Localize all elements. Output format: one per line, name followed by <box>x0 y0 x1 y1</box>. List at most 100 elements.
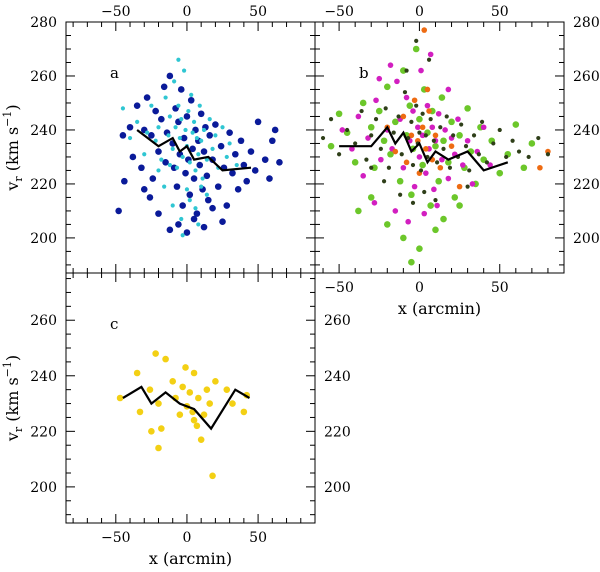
x-axis-label: x (arcmin) <box>398 299 481 318</box>
data-point <box>386 165 391 170</box>
data-point <box>471 133 477 138</box>
data-point <box>445 175 452 182</box>
data-point <box>510 138 515 143</box>
data-point <box>427 202 434 209</box>
data-point <box>442 127 448 133</box>
data-point <box>456 183 463 190</box>
x-tick-label: 0 <box>182 530 191 546</box>
x-tick-label: −50 <box>324 4 354 20</box>
data-point <box>193 206 198 211</box>
data-point <box>428 117 433 122</box>
data-point <box>432 226 439 234</box>
y-tick-label: 220 <box>30 177 57 193</box>
data-point <box>434 160 440 165</box>
data-point <box>424 102 431 109</box>
data-point <box>116 394 124 402</box>
data-point <box>177 135 182 141</box>
data-point <box>214 183 222 190</box>
data-point <box>247 148 255 155</box>
data-point <box>435 110 442 117</box>
data-point <box>223 202 231 209</box>
data-point <box>200 176 205 181</box>
data-point <box>373 117 379 122</box>
data-point <box>200 411 208 418</box>
data-point <box>545 152 551 157</box>
y-tick-label: 240 <box>573 123 600 139</box>
data-point <box>419 132 426 139</box>
data-point <box>180 134 188 142</box>
data-point <box>176 103 181 108</box>
data-point <box>204 192 209 197</box>
data-point <box>396 114 401 119</box>
data-point <box>336 152 342 157</box>
y-tick-label: 200 <box>573 231 600 247</box>
mean-velocity-line <box>136 129 252 172</box>
data-point <box>392 118 399 126</box>
data-point <box>149 175 157 182</box>
mean-velocity-line <box>339 125 509 172</box>
data-point <box>232 150 239 158</box>
y-tick-label: 280 <box>30 15 57 31</box>
data-point <box>423 170 429 176</box>
data-point <box>191 119 197 124</box>
data-point <box>156 168 161 173</box>
data-point <box>465 184 470 189</box>
data-point <box>536 135 541 141</box>
data-point <box>207 117 212 122</box>
data-point <box>129 153 137 161</box>
data-point <box>411 183 418 190</box>
data-point <box>170 203 175 208</box>
data-point <box>140 186 148 193</box>
data-point <box>491 141 496 146</box>
y-tick-label: 220 <box>324 424 351 440</box>
data-point <box>179 202 186 209</box>
data-point <box>445 159 452 166</box>
data-point <box>243 177 251 185</box>
data-point <box>447 165 453 170</box>
data-point <box>516 149 522 154</box>
data-point <box>180 233 185 238</box>
data-point <box>190 175 198 182</box>
mean-velocity-line <box>122 385 251 431</box>
x-tick-label: 0 <box>415 4 424 20</box>
data-point <box>193 210 201 217</box>
data-point <box>464 137 471 144</box>
y-tick-label: 200 <box>30 231 57 247</box>
y-tick-label: 260 <box>573 69 600 85</box>
data-point <box>409 119 414 124</box>
data-point <box>421 210 428 217</box>
data-point <box>155 444 162 452</box>
x-tick-label: 0 <box>182 4 191 20</box>
data-point <box>415 124 421 131</box>
data-point <box>187 96 195 104</box>
data-point <box>411 97 418 104</box>
orphan-y-tick-labels: 200 220 240 260 <box>324 313 351 496</box>
x-tick-label: 0 <box>415 280 424 296</box>
y-axis-label: vr (km s−1) <box>1 355 25 442</box>
data-point <box>412 45 420 53</box>
data-point <box>183 127 188 133</box>
data-point <box>364 157 369 162</box>
data-point <box>170 146 175 151</box>
y-tick-label: 260 <box>324 313 351 329</box>
data-point <box>410 162 416 168</box>
data-point <box>365 135 371 141</box>
data-point <box>520 164 528 172</box>
data-point <box>181 68 187 73</box>
data-point <box>371 200 378 206</box>
data-point <box>367 194 375 201</box>
data-point <box>456 132 463 139</box>
data-point <box>190 369 198 377</box>
data-point <box>328 117 334 122</box>
data-point <box>266 175 273 182</box>
data-point <box>383 221 391 228</box>
y-tick-label: 200 <box>30 480 57 496</box>
data-point <box>426 57 432 62</box>
data-point <box>360 173 366 179</box>
data-point <box>399 152 404 157</box>
x-axis-label: x (arcmin) <box>149 549 232 568</box>
data-point <box>327 142 335 150</box>
data-point <box>175 221 182 228</box>
data-point <box>392 208 399 214</box>
